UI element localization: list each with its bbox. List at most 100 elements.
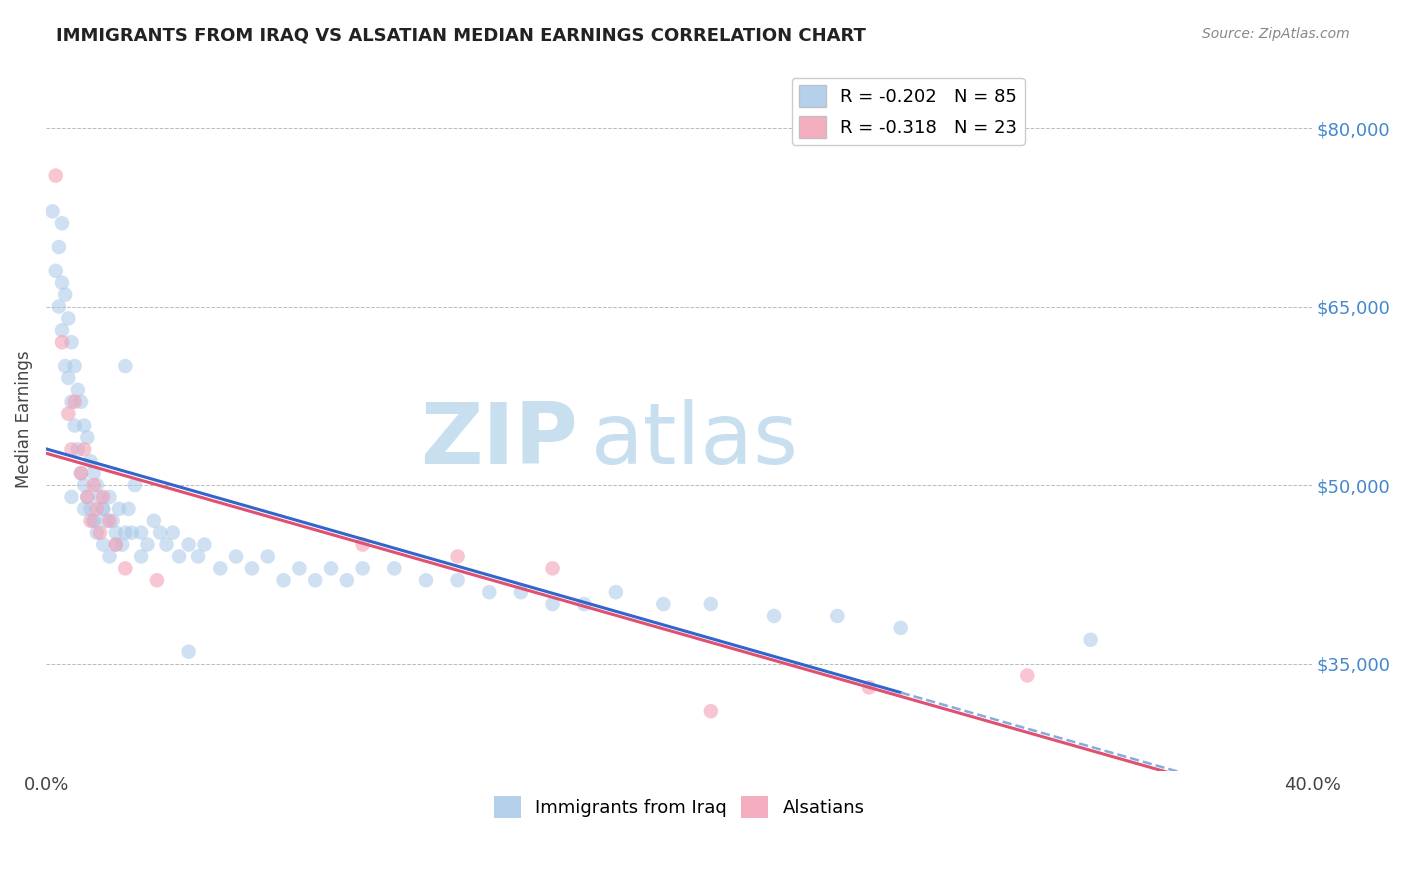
Point (58, 371, 80, 385)
Point (104, 538, 127, 552)
Point (117, 501, 139, 516)
Point (146, 574, 169, 588)
Point (73, 501, 96, 516)
Point (98, 514, 121, 528)
Point (446, 549, 468, 564)
Point (98, 549, 121, 564)
Point (187, 549, 209, 564)
Point (76, 430, 98, 444)
Point (76, 490, 98, 504)
Point (70, 466, 93, 480)
Point (53, 359, 76, 373)
Point (86, 525, 108, 540)
Point (104, 538, 127, 552)
Point (240, 561, 263, 575)
Point (605, 585, 627, 599)
Point (1017, 668, 1039, 682)
Point (104, 525, 127, 540)
Point (541, 561, 564, 575)
Point (48, 240, 70, 254)
Point (652, 597, 675, 611)
Point (63, 394, 86, 409)
Point (53, 287, 76, 301)
Point (45, 264, 67, 278)
Point (96, 514, 118, 528)
Point (177, 538, 200, 552)
Point (66, 442, 89, 457)
Point (70, 466, 93, 480)
Point (60, 442, 83, 457)
Point (541, 597, 564, 611)
Point (510, 585, 533, 599)
Point (167, 549, 190, 564)
Point (336, 574, 359, 588)
Point (89, 525, 111, 540)
Legend: Immigrants from Iraq, Alsatians: Immigrants from Iraq, Alsatians (486, 789, 872, 825)
Point (415, 574, 437, 588)
Point (890, 621, 912, 635)
Point (225, 549, 247, 564)
Point (83, 514, 105, 528)
Y-axis label: Median Earnings: Median Earnings (15, 351, 32, 489)
Point (41, 204, 63, 219)
Point (108, 501, 131, 516)
Point (319, 561, 342, 575)
Point (352, 561, 374, 575)
Point (89, 490, 111, 504)
Point (51, 276, 73, 290)
Point (73, 478, 96, 492)
Point (114, 525, 136, 540)
Point (129, 549, 152, 564)
Point (288, 561, 311, 575)
Point (124, 478, 146, 492)
Point (91, 501, 114, 516)
Point (73, 442, 96, 457)
Point (700, 704, 723, 718)
Point (478, 585, 501, 599)
Point (763, 609, 786, 624)
Text: atlas: atlas (591, 400, 799, 483)
Point (121, 525, 143, 540)
Point (827, 609, 849, 624)
Point (60, 490, 83, 504)
Point (58, 311, 80, 326)
Point (58, 407, 80, 421)
Point (83, 466, 105, 480)
Point (162, 525, 184, 540)
Point (91, 490, 114, 504)
Point (155, 538, 177, 552)
Point (574, 597, 596, 611)
Point (79, 454, 101, 468)
Point (382, 561, 405, 575)
Point (51, 216, 73, 230)
Point (700, 597, 723, 611)
Point (136, 538, 159, 552)
Point (91, 501, 114, 516)
Point (86, 478, 108, 492)
Point (114, 359, 136, 373)
Text: IMMIGRANTS FROM IRAQ VS ALSATIAN MEDIAN EARNINGS CORRELATION CHART: IMMIGRANTS FROM IRAQ VS ALSATIAN MEDIAN … (56, 27, 866, 45)
Point (114, 561, 136, 575)
Point (83, 514, 105, 528)
Point (98, 490, 121, 504)
Point (193, 538, 215, 552)
Point (142, 514, 165, 528)
Point (45, 169, 67, 183)
Point (209, 561, 232, 575)
Point (60, 394, 83, 409)
Point (273, 574, 295, 588)
Point (48, 300, 70, 314)
Point (858, 681, 880, 695)
Point (51, 323, 73, 337)
Point (60, 335, 83, 350)
Point (79, 501, 101, 516)
Point (177, 645, 200, 659)
Point (76, 490, 98, 504)
Point (79, 514, 101, 528)
Point (91, 538, 114, 552)
Point (51, 335, 73, 350)
Point (86, 501, 108, 516)
Point (70, 394, 93, 409)
Point (63, 359, 86, 373)
Point (1080, 632, 1102, 647)
